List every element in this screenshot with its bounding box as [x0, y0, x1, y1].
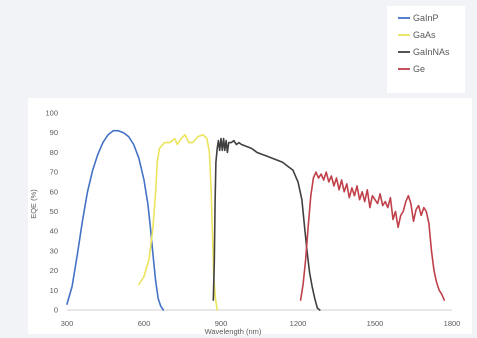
x-tick-label: 900 — [215, 319, 228, 328]
x-tick-label: 1200 — [290, 319, 307, 328]
series-line-gaas — [138, 133, 218, 311]
x-tick-label: 300 — [61, 319, 74, 328]
y-axis: 0 10 20 30 40 50 60 70 80 90 100 — [45, 109, 58, 315]
y-tick-label: 10 — [50, 286, 58, 295]
x-tick-label: 600 — [138, 319, 151, 328]
y-tick-label: 60 — [50, 187, 58, 196]
y-tick-label: 20 — [50, 266, 58, 275]
y-tick-label: 0 — [54, 306, 58, 315]
y-tick-label: 40 — [50, 227, 58, 236]
legend: GaInP GaAs GaInNAs Ge — [398, 13, 450, 74]
series-lines — [66, 129, 446, 311]
x-axis: 300 600 900 1200 1500 1800 — [61, 319, 461, 328]
y-tick-label: 90 — [50, 128, 58, 137]
x-axis-title: Wavelength (nm) — [205, 327, 262, 336]
y-tick-label: 50 — [50, 207, 58, 216]
series-line-gainnas — [212, 137, 321, 311]
y-tick-label: 100 — [45, 109, 58, 118]
y-axis-title: EQE (%) — [29, 189, 38, 219]
plot-area — [28, 98, 472, 334]
y-tick-label: 30 — [50, 246, 58, 255]
x-tick-label: 1500 — [367, 319, 384, 328]
legend-label: GaAs — [413, 30, 436, 40]
y-tick-label: 70 — [50, 168, 58, 177]
legend-label: GaInNAs — [413, 47, 450, 57]
legend-label: Ge — [413, 64, 425, 74]
series-line-ge — [299, 171, 446, 301]
legend-box — [387, 6, 465, 93]
legend-label: GaInP — [413, 13, 439, 23]
series-line-gainp — [66, 129, 165, 311]
x-tick-label: 1800 — [444, 319, 461, 328]
y-tick-label: 80 — [50, 148, 58, 157]
